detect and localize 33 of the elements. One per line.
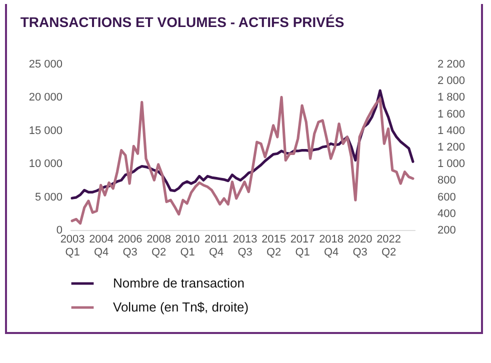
x-tick-label: 2013 Q3 <box>232 234 258 258</box>
legend-label: Nombre de transaction <box>113 276 245 290</box>
legend-label: Volume (en Tn$, droite) <box>113 300 249 314</box>
y2-tick-label: 600 <box>438 191 456 204</box>
y-tick-label: 5 000 <box>34 191 62 204</box>
line-series <box>70 96 414 225</box>
y-tick-label: 20 000 <box>28 92 62 104</box>
x-tick-label: 2015 Q2 <box>262 234 286 258</box>
chart-title: TRANSACTIONS ET VOLUMES - ACTIFS PRIVÉS <box>20 14 344 30</box>
y2-tick-label: 1 400 <box>438 124 466 137</box>
y2-tick-label: 1 800 <box>438 92 466 104</box>
y2-tick-label: 400 <box>438 208 456 220</box>
y2-tick-label: 2 000 <box>438 75 466 88</box>
y-tick-label: 10 000 <box>28 158 62 170</box>
x-tick-label: 2008 Q2 <box>146 234 172 258</box>
x-tick-label: 2011 Q4 <box>204 234 228 258</box>
x-tick-label: 2017 Q1 <box>290 234 315 258</box>
y-tick-label: 0 <box>56 224 62 236</box>
x-tick-label: 2003 Q1 <box>60 234 85 258</box>
y2-tick-label: 1 000 <box>438 158 466 170</box>
x-tick-label: 2018 Q4 <box>319 234 344 258</box>
y-tick-label: 15 000 <box>28 124 62 137</box>
x-tick-label: 2006 Q3 <box>118 234 142 258</box>
x-tick-label: 2010 Q1 <box>175 234 200 258</box>
x-tick-label: 2004 Q4 <box>89 234 114 258</box>
x-tick-label: 2022 Q2 <box>376 234 402 258</box>
y2-tick-label: 1 200 <box>438 142 466 154</box>
y2-tick-label: 2 200 <box>438 58 466 70</box>
y2-tick-label: 1 600 <box>438 108 466 120</box>
y2-tick-label: 200 <box>438 224 456 236</box>
y-tick-label: 25 000 <box>28 58 62 70</box>
x-tick-label: 2020 Q3 <box>348 234 372 258</box>
y2-tick-label: 800 <box>438 174 456 187</box>
